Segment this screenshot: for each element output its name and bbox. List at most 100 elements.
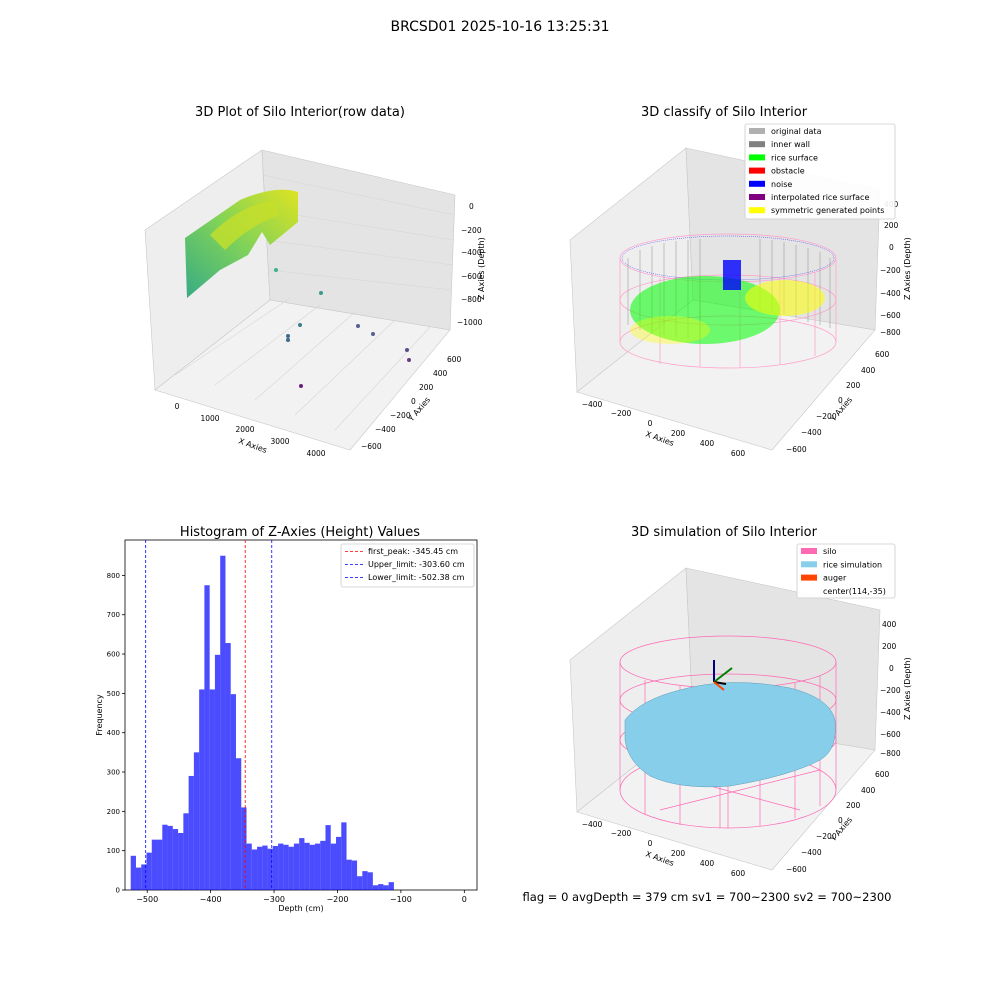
histogram-y-tick-label: 0 xyxy=(116,887,120,895)
histogram-bar xyxy=(325,825,331,890)
classify-legend-label: noise xyxy=(771,180,792,189)
histogram-bar xyxy=(130,855,136,890)
svg-text:0: 0 xyxy=(175,402,180,411)
histogram-bar xyxy=(267,848,273,890)
svg-text:1000: 1000 xyxy=(200,414,219,423)
classify-x-ticks: −400 −200 0 200 400 600 xyxy=(582,400,746,458)
histogram-bar xyxy=(320,840,326,890)
histogram-legend: first_peak: -345.45 cm Upper_limit: -303.… xyxy=(340,543,475,588)
histogram-x-tick-label: 0 xyxy=(462,895,467,904)
histogram-x-tick-label: −100 xyxy=(390,895,412,904)
simulation-legend-label: center(114,-35) xyxy=(823,587,886,596)
histogram-bar xyxy=(299,838,305,890)
histogram-x-ticks: −500 −400 −300 −200 −100 0 xyxy=(136,890,467,904)
simulation-legend: silo rice simulation auger center(114,-35) xyxy=(796,543,896,599)
classify-legend-swatch xyxy=(749,180,765,187)
svg-text:600: 600 xyxy=(875,770,890,779)
histogram-bar xyxy=(141,864,147,890)
histogram-bar xyxy=(209,689,215,890)
simulation-z-ticks: 400 200 0 −200 −400 −600 −800 xyxy=(880,620,901,758)
histogram-bar xyxy=(262,845,268,890)
histogram-bar xyxy=(346,859,352,890)
svg-text:−200: −200 xyxy=(816,832,837,841)
svg-text:−200: −200 xyxy=(461,226,482,235)
svg-text:600: 600 xyxy=(875,350,890,359)
histogram-xlabel: Depth (cm) xyxy=(278,904,323,913)
svg-text:0: 0 xyxy=(411,397,416,406)
histogram-x-tick-label: −400 xyxy=(200,895,222,904)
svg-text:0: 0 xyxy=(648,839,653,848)
histogram-y-tick-label: 600 xyxy=(107,651,120,659)
histogram-bar xyxy=(278,843,284,890)
histogram-bar xyxy=(230,694,236,890)
svg-text:−600: −600 xyxy=(786,445,807,454)
svg-text:2000: 2000 xyxy=(235,425,254,434)
raw-z-ticks: 0 −200 −400 −600 −800 −1000 xyxy=(457,202,483,327)
classify-legend-swatch xyxy=(749,207,765,214)
raw-point-cloud-inner xyxy=(210,200,280,250)
histogram-legend-label: Upper_limit: -303.60 cm xyxy=(368,560,465,569)
histogram-bar xyxy=(157,839,163,890)
svg-text:400: 400 xyxy=(882,620,897,629)
svg-text:600: 600 xyxy=(731,869,746,878)
svg-text:−800: −800 xyxy=(880,328,901,337)
svg-text:−400: −400 xyxy=(461,248,482,257)
svg-text:−400: −400 xyxy=(801,848,822,857)
classify-legend-swatch xyxy=(749,167,765,174)
svg-text:200: 200 xyxy=(884,221,899,230)
simulation-y-ticks: 600 400 200 0 −200 −400 −600 xyxy=(786,770,890,874)
histogram-y-tick-label: 300 xyxy=(107,769,120,777)
svg-text:−400: −400 xyxy=(582,400,603,409)
classify-title: 3D classify of Silo Interior xyxy=(641,105,808,120)
raw-title: 3D Plot of Silo Interior(row data) xyxy=(195,105,405,120)
histogram-bar xyxy=(330,843,337,890)
svg-text:−400: −400 xyxy=(880,708,901,717)
histogram-bar xyxy=(220,555,226,890)
svg-text:200: 200 xyxy=(671,429,686,438)
histogram-x-tick-label: −500 xyxy=(136,895,158,904)
histogram-bar xyxy=(199,689,205,890)
histogram-bar xyxy=(241,807,247,890)
histogram-bar xyxy=(362,871,368,890)
histogram-bar xyxy=(293,843,300,890)
svg-text:0: 0 xyxy=(838,816,843,825)
classify-legend-swatch xyxy=(749,128,765,134)
raw-x-ticks: 0 1000 2000 3000 4000 xyxy=(175,402,326,458)
raw-outlier-points xyxy=(274,268,411,388)
histogram-bar xyxy=(151,839,158,890)
svg-text:−600: −600 xyxy=(880,311,901,320)
histogram-bar xyxy=(214,654,221,890)
histogram-bar xyxy=(204,585,210,890)
histogram-bar xyxy=(309,844,315,890)
histogram-y-tick-label: 200 xyxy=(107,808,120,816)
svg-text:600: 600 xyxy=(731,449,746,458)
classify-z-ticks: 400 200 0 −200 −400 −600 −800 xyxy=(880,200,901,337)
svg-text:−200: −200 xyxy=(880,686,901,695)
histogram-bar xyxy=(383,885,389,890)
svg-text:400: 400 xyxy=(861,786,876,795)
panel-classify: 3D classify of Silo Interior xyxy=(569,105,912,458)
svg-text:4000: 4000 xyxy=(306,449,325,458)
svg-text:−400: −400 xyxy=(880,289,901,298)
simulation-legend-swatch xyxy=(801,574,817,581)
histogram-x-tick-label: −300 xyxy=(263,895,285,904)
svg-text:−800: −800 xyxy=(880,749,901,758)
classify-symmetric-points xyxy=(745,280,825,316)
histogram-bar xyxy=(367,872,373,890)
svg-text:400: 400 xyxy=(700,439,715,448)
histogram-bar xyxy=(183,813,189,890)
svg-text:−200: −200 xyxy=(611,829,632,838)
histogram-bar xyxy=(388,882,394,890)
svg-text:0: 0 xyxy=(889,664,894,673)
svg-text:−1000: −1000 xyxy=(457,318,483,327)
histogram-bar xyxy=(135,867,142,890)
histogram-y-ticks: 0 100 200 300 400 500 600 700 800 xyxy=(107,572,125,895)
svg-text:200: 200 xyxy=(846,381,861,390)
classify-legend-swatch xyxy=(749,154,765,161)
svg-text:−200: −200 xyxy=(390,411,411,420)
histogram-bar xyxy=(246,843,252,890)
histogram-bar xyxy=(357,876,363,890)
histogram-y-tick-label: 100 xyxy=(107,847,120,855)
histogram-reference-lines xyxy=(145,540,273,890)
classify-y-ticks: 600 400 200 0 −200 −400 −600 xyxy=(786,350,890,454)
